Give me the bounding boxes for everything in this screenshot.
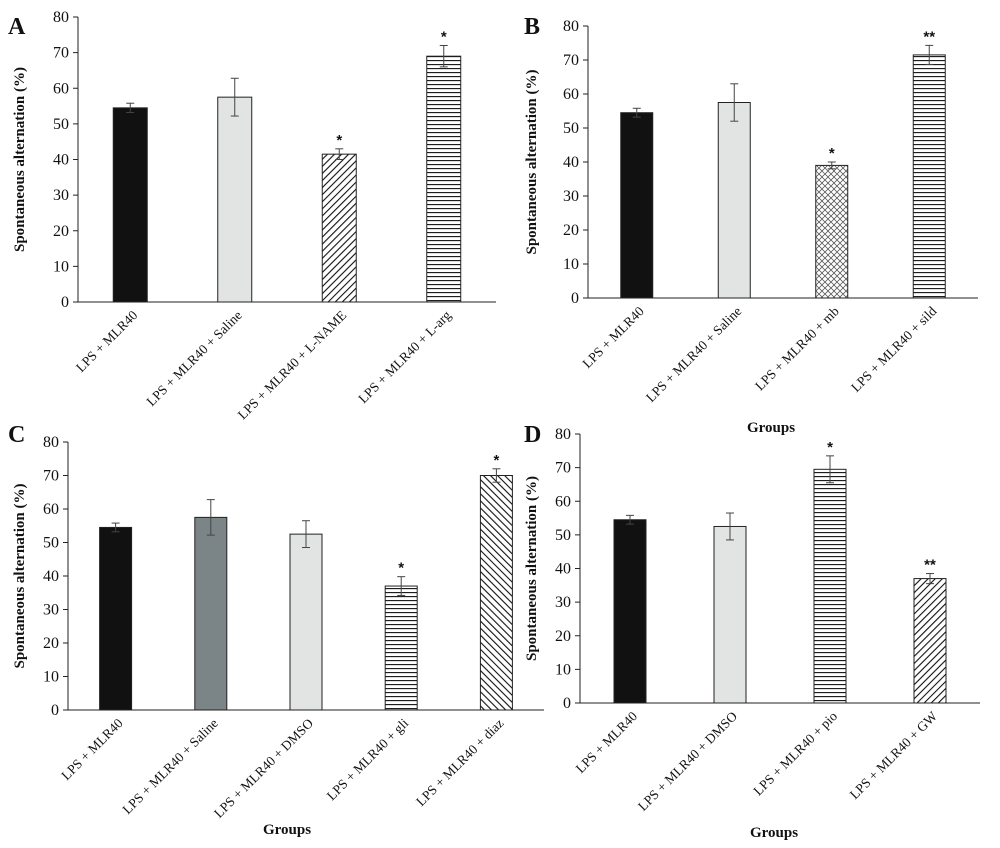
y-tick-label: 80: [563, 18, 579, 35]
y-tick-label: 40: [43, 568, 59, 585]
bar: [713, 525, 747, 704]
bar: [99, 526, 133, 711]
y-axis-label: Spontaneous alternation (%): [524, 476, 540, 661]
category-label: LPS + MLR40 + Saline: [143, 308, 244, 409]
significance-marker: *: [493, 452, 499, 469]
category-label: LPS + MLR40 + Saline: [643, 304, 744, 405]
y-tick-label: 10: [555, 661, 571, 678]
y-tick-label: 50: [563, 120, 579, 137]
significance-marker: **: [923, 28, 935, 45]
y-tick-label: 20: [53, 223, 69, 240]
y-tick-label: 0: [51, 702, 59, 719]
y-axis-label: Spontaneous alternation (%): [524, 69, 540, 254]
significance-marker: *: [398, 560, 404, 577]
y-tick-label: 20: [555, 628, 571, 645]
panel-b: B 0 10 20 30 40 50 60 70 80 Spontaneous alternatio…: [524, 14, 978, 436]
category-label: LPS + MLR40 + L-NAME: [235, 308, 350, 423]
y-tick-label: 0: [571, 290, 579, 307]
category-label: LPS + MLR40 + diaz: [413, 716, 507, 810]
y-tick-label: 10: [563, 256, 579, 273]
y-tick-label: 10: [53, 258, 69, 275]
category-label: LPS + MLR40 + GW: [847, 708, 941, 802]
y-tick-label: 40: [563, 154, 579, 171]
significance-marker: *: [827, 439, 833, 456]
category-label: LPS + MLR40: [58, 715, 126, 783]
y-axis-label: Spontaneous alternation (%): [12, 483, 28, 668]
bar: [813, 468, 847, 704]
y-tick-label: 30: [43, 602, 59, 619]
category-label: LPS + MLR40 + L-arg: [355, 307, 454, 406]
category-label: LPS + MLR40 + mb: [752, 303, 842, 393]
y-tick-label: 70: [563, 52, 579, 69]
y-tick-label: 80: [53, 9, 69, 26]
panel-label: B: [524, 14, 540, 40]
category-label: LPS + MLR40: [579, 303, 647, 371]
y-tick-label: 60: [53, 80, 69, 97]
bar: [620, 112, 654, 299]
y-tick-label: 80: [555, 426, 571, 443]
significance-marker: *: [441, 29, 447, 46]
significance-marker: *: [829, 145, 835, 162]
bar: [717, 102, 751, 299]
y-tick-label: 60: [563, 86, 579, 103]
bar: [194, 516, 228, 711]
category-label: LPS + MLR40 + Saline: [119, 716, 220, 817]
y-tick-label: 0: [61, 294, 69, 311]
x-axis-label: Groups: [263, 822, 311, 838]
y-tick-label: 80: [43, 434, 59, 451]
y-axis-label: Spontaneous alternation (%): [12, 67, 28, 252]
panel-label: D: [524, 422, 541, 448]
bar: [289, 533, 323, 711]
category-label: LPS + MLR40 + DMSO: [211, 715, 316, 820]
category-label: LPS + MLR40 + pio: [750, 708, 840, 798]
panel-a: A 0 10 20 30 40 50 60 70 80 Spontaneous alternatio…: [8, 9, 496, 422]
category-label: LPS + MLR40: [73, 307, 141, 375]
panel-c: C 0 10 20 30 40 50 60 70 80 Spontaneous alternatio…: [8, 422, 544, 838]
bar: [321, 153, 357, 303]
bar: [913, 578, 947, 704]
panel-d: D 0 10 20 30 40 50 60 70 80 Spontaneous alternatio…: [524, 422, 980, 841]
bar: [912, 54, 946, 299]
y-tick-label: 0: [563, 695, 571, 712]
y-tick-label: 60: [43, 501, 59, 518]
y-tick-label: 50: [555, 527, 571, 544]
bar: [479, 475, 513, 711]
y-tick-label: 50: [53, 116, 69, 133]
y-tick-label: 20: [43, 635, 59, 652]
panel-label: A: [8, 14, 26, 40]
panel-label: C: [8, 422, 25, 448]
y-tick-label: 50: [43, 535, 59, 552]
category-label: LPS + MLR40: [573, 708, 641, 776]
category-label: LPS + MLR40 + sild: [848, 303, 940, 395]
category-label: LPS + MLR40 + DMSO: [635, 708, 740, 813]
x-axis-label: Groups: [747, 420, 795, 436]
y-tick-label: 30: [555, 594, 571, 611]
y-tick-label: 30: [563, 188, 579, 205]
y-tick-label: 30: [53, 187, 69, 204]
bar: [384, 585, 418, 711]
bar: [815, 164, 849, 299]
y-tick-label: 70: [43, 468, 59, 485]
significance-marker: *: [336, 132, 342, 149]
y-tick-label: 60: [555, 493, 571, 510]
y-tick-label: 10: [43, 669, 59, 686]
bar: [112, 107, 148, 303]
y-tick-label: 70: [555, 460, 571, 477]
bar: [613, 519, 647, 704]
significance-marker: **: [924, 557, 936, 574]
y-tick-label: 40: [53, 152, 69, 169]
x-axis-label: Groups: [750, 825, 798, 841]
y-tick-label: 20: [563, 222, 579, 239]
y-tick-label: 70: [53, 45, 69, 62]
y-tick-label: 40: [555, 561, 571, 578]
bar: [426, 55, 462, 303]
bar: [217, 96, 253, 303]
category-label: LPS + MLR40 + gli: [324, 715, 412, 803]
